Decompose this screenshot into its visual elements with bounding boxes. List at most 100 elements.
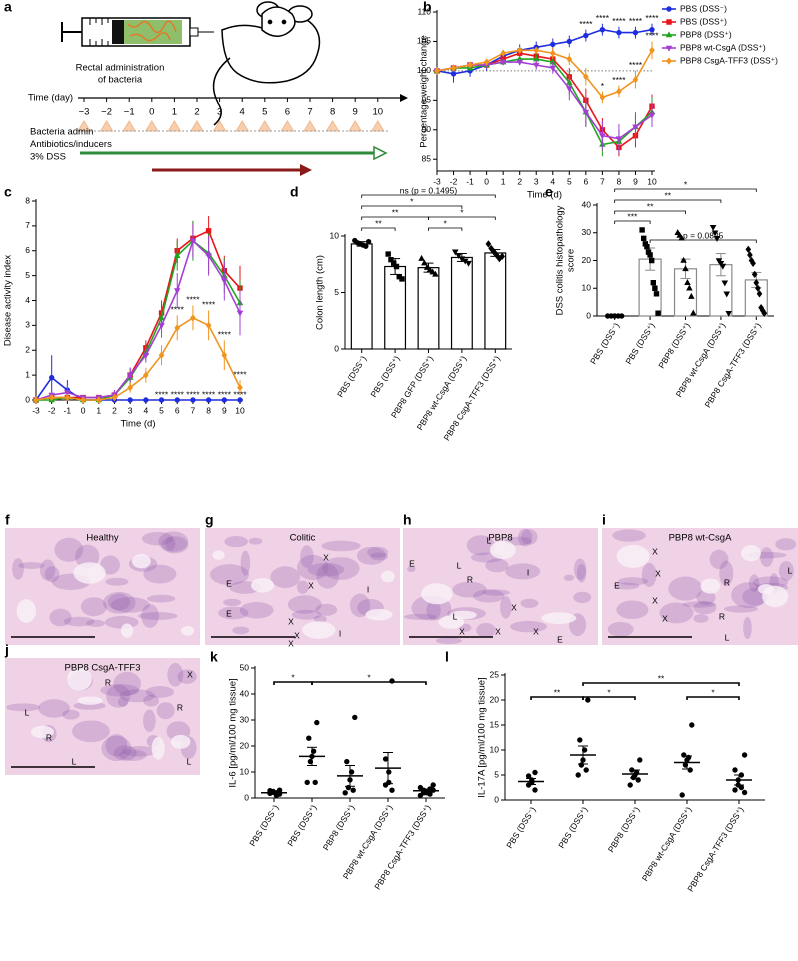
y-tick-label: 0 [25, 394, 30, 404]
tissue [100, 555, 120, 575]
significance: *** [627, 211, 638, 221]
region-label: X [495, 626, 501, 636]
region-label: E [614, 580, 620, 590]
significance: ** [554, 687, 561, 697]
data-point [33, 396, 39, 404]
x-tick-label: 1 [96, 405, 101, 415]
data-point [190, 397, 196, 403]
tissue [147, 594, 176, 603]
data-point [434, 67, 440, 75]
y-tick-label: 95 [422, 95, 432, 105]
y-tick-label: 40 [240, 688, 250, 698]
series-line [436, 58, 653, 146]
lumen [77, 696, 103, 705]
tissue [141, 604, 159, 628]
legend-label: PBS (DSS⁻) [680, 3, 727, 13]
data-point [450, 71, 457, 77]
panel-letter: f [5, 512, 10, 528]
data-point [273, 792, 280, 799]
x-tick-label: PBS (DSS⁻) [335, 354, 368, 399]
data-point [393, 263, 400, 270]
region-label: R [105, 677, 111, 687]
data-point [680, 256, 687, 263]
legend-label: PBP8 CsgA-TFF3 (DSS⁺) [680, 55, 778, 65]
tissue [297, 554, 329, 581]
tissue [576, 564, 587, 583]
admin-triangle [235, 120, 250, 132]
data-point [516, 46, 523, 54]
tissue [510, 620, 547, 633]
day-label: 6 [285, 107, 290, 118]
data-point [575, 772, 581, 778]
data-point [399, 276, 405, 282]
significance: **** [233, 369, 247, 379]
y-tick-label: 5 [25, 270, 30, 280]
tissue [563, 574, 575, 581]
data-point [221, 351, 228, 359]
data-point [732, 787, 738, 793]
data-point [352, 714, 358, 721]
y-tick-label: 90 [422, 124, 432, 134]
y-tick-label: 85 [422, 153, 432, 163]
data-point [350, 787, 356, 793]
admin-triangle [257, 120, 272, 132]
data-point [205, 253, 212, 260]
data-point [389, 787, 395, 793]
tissue [143, 694, 160, 707]
region-label: E [557, 634, 563, 644]
data-point [761, 309, 768, 317]
tissue [349, 593, 371, 618]
admin-triangle [144, 120, 159, 132]
data-point [382, 756, 389, 762]
histology-image [205, 528, 400, 645]
data-point [652, 285, 658, 291]
significance: **** [579, 19, 593, 29]
region-label: L [788, 565, 793, 575]
x-tick-label: 0 [484, 176, 489, 186]
data-point [342, 790, 348, 796]
y-axis-label: Disease activity index [3, 255, 14, 347]
region-label: X [655, 568, 661, 578]
tissue [101, 735, 132, 762]
data-point [143, 397, 149, 403]
data-point [143, 371, 149, 379]
data-point [48, 393, 55, 402]
tissue [618, 577, 648, 586]
data-point [549, 65, 557, 72]
region-label: X [187, 669, 193, 679]
tissue [607, 621, 634, 637]
significance: * [367, 672, 371, 682]
lumen [450, 610, 477, 620]
data-point [267, 788, 273, 794]
tissue [71, 720, 110, 743]
data-point [80, 396, 86, 404]
y-tick-label: 15 [490, 719, 500, 729]
data-point [566, 55, 573, 63]
region-label: R [467, 574, 473, 584]
caption: Rectal administration [76, 63, 165, 74]
day-label: 5 [262, 107, 267, 118]
tissue [117, 697, 129, 707]
data-point [649, 46, 655, 54]
tissue [38, 699, 70, 718]
significance-bracket [582, 696, 636, 700]
significance: **** [645, 13, 659, 23]
tissue [107, 593, 130, 611]
data-point [532, 62, 540, 69]
data-point [363, 243, 369, 249]
data-point [525, 773, 532, 779]
significance: **** [186, 389, 200, 399]
lumen [421, 583, 453, 605]
y-tick-label: 7 [25, 220, 30, 230]
tissue [248, 537, 263, 545]
tissue [240, 550, 251, 576]
tissue [106, 684, 131, 708]
data-point [95, 396, 102, 404]
admin-triangle [212, 120, 227, 132]
data-point [644, 243, 650, 250]
data-point [276, 787, 283, 793]
significance-bracket [649, 239, 757, 243]
tissue [40, 559, 56, 581]
region-label: X [652, 595, 658, 605]
region-label: X [459, 626, 465, 636]
